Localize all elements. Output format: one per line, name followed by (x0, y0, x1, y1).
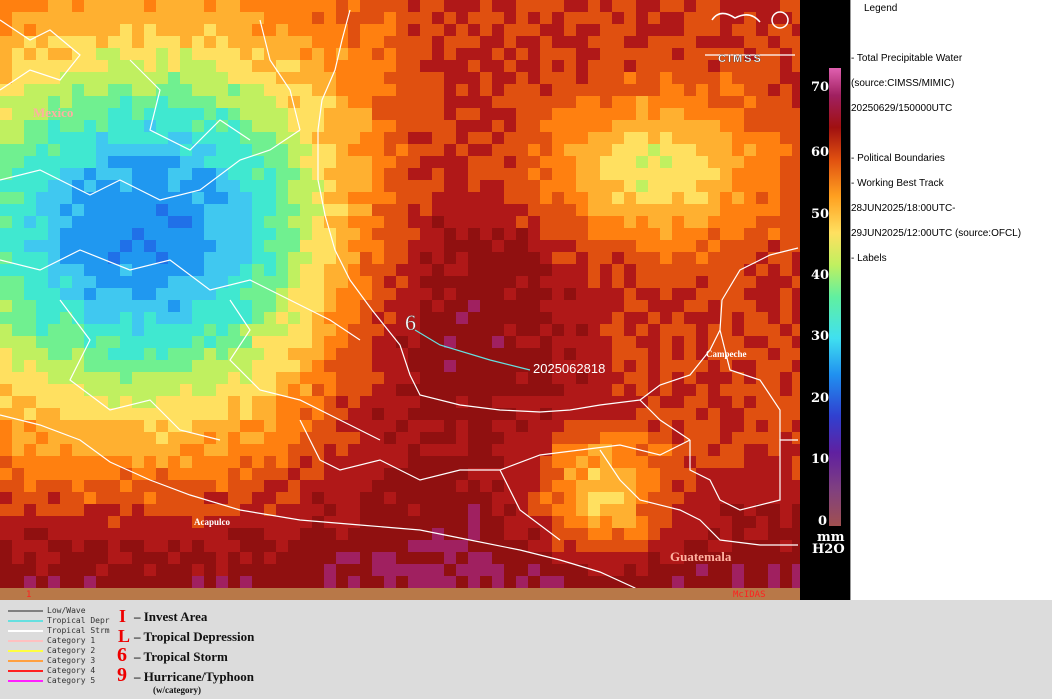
symbol-label-tropical-depression: – Tropical Depression (134, 629, 255, 644)
swatch-category-5 (8, 680, 43, 682)
cimss-logo: CIMSS (705, 11, 795, 65)
invest-area-icon: I (119, 606, 127, 626)
political-boundaries (0, 9, 799, 600)
frame-number: 1 (26, 590, 31, 600)
line-label-category-4: Category 4 (47, 666, 96, 675)
colorbar-tick-20: 20 (811, 391, 830, 406)
colorbar-unit-mm: mm (817, 530, 845, 545)
colorbar-tick-0: 0 (818, 514, 828, 529)
colorbar-tick-60: 60 (811, 145, 830, 160)
line-label-tropical-depr: Tropical Depr (47, 616, 110, 625)
colorbar-unit-h2o: H2O (812, 542, 845, 557)
swatch-low-wave (8, 610, 43, 612)
line-label-category-1: Category 1 (47, 636, 96, 645)
legend-title: Legend (864, 3, 898, 14)
legend-item-tpw: - Total Precipitable Water (851, 53, 963, 64)
storm-track: 6 (405, 310, 531, 371)
symbol-label-hurricane: – Hurricane/Typhoon (134, 669, 255, 684)
line-label-category-3: Category 3 (47, 656, 96, 665)
swatch-category-3 (8, 660, 43, 662)
label-mexico: Mexico (33, 105, 73, 120)
colorbar-panel (800, 0, 850, 600)
tpw-raster (0, 0, 800, 588)
swatch-category-4 (8, 670, 43, 672)
colorbar-tick-50: 50 (811, 207, 830, 222)
legend-item-track-start: 28JUN2025/18:00UTC- (851, 203, 956, 214)
legend-panel: Legend - Total Precipitable Water (sourc… (850, 0, 1052, 600)
legend-item-track-end: 29JUN2025/12:00UTC (source:OFCL) (851, 228, 1022, 239)
track-type-legend: Low/Wave Tropical Depr Tropical Strm Cat… (0, 600, 1052, 699)
swatch-category-2 (8, 650, 43, 652)
legend-item-boundaries: - Political Boundaries (851, 153, 945, 164)
line-label-tropical-strm: Tropical Strm (47, 626, 110, 635)
symbol-label-tropical-storm: – Tropical Storm (134, 649, 228, 664)
label-acapulco: Acapulco (194, 517, 231, 527)
tropical-storm-track-symbol: 6 (405, 310, 416, 335)
legend-item-tpw-time: 20250629/150000UTC (851, 103, 953, 114)
swatch-tropical-depr (8, 620, 43, 622)
label-guatemala: Guatemala (670, 549, 732, 564)
label-campeche: Campeche (706, 349, 747, 359)
swatch-category-1 (8, 640, 43, 642)
symbol-label-invest: – Invest Area (134, 609, 208, 624)
tropical-storm-icon: 6 (117, 644, 127, 666)
colorbar-tick-40: 40 (811, 268, 830, 283)
track-time-label: 2025062818 (533, 361, 605, 376)
colorbar-tick-70: 70 (811, 80, 830, 95)
legend-item-labels: - Labels (851, 253, 887, 264)
legend-item-best-track: - Working Best Track (851, 178, 944, 189)
hurricane-icon: 9 (117, 664, 127, 686)
legend-item-tpw-source: (source:CIMSS/MIMIC) (851, 78, 955, 89)
symbol-note-category: (w/category) (153, 685, 201, 695)
colorbar-tick-10: 10 (811, 452, 830, 467)
swatch-tropical-strm (8, 630, 43, 632)
line-label-category-2: Category 2 (47, 646, 96, 655)
mcidas-label: McIDAS (733, 590, 766, 600)
svg-text:CIMSS: CIMSS (718, 53, 763, 65)
precipitable-water-map: 6 2025062818 Mexico Campeche Acapulco Gu… (0, 0, 800, 600)
line-label-low-wave: Low/Wave (47, 606, 86, 615)
colorbar-tick-30: 30 (811, 329, 830, 344)
tropical-depression-icon: L (118, 626, 131, 646)
colorbar (829, 68, 841, 526)
line-label-category-5: Category 5 (47, 676, 96, 685)
map-status-bar (0, 588, 800, 600)
